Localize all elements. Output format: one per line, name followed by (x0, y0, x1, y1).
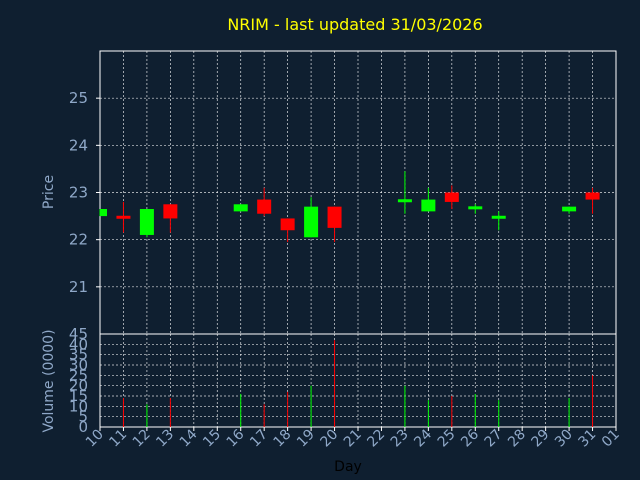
chart-title: NRIM - last updated 31/03/2026 (227, 15, 482, 34)
candle-body (421, 199, 436, 212)
candle-body (139, 209, 154, 235)
x-tick-label: 22 (364, 427, 388, 451)
candle-body (491, 215, 506, 219)
candle-body (468, 206, 483, 210)
x-tick-label: 24 (411, 426, 435, 450)
candle-body (444, 192, 459, 202)
volume-tick-label: 0 (78, 418, 88, 436)
candles (99, 171, 600, 243)
volume-bars (122, 340, 594, 427)
x-tick-label: 21 (341, 427, 365, 451)
x-tick-label: 20 (317, 427, 341, 451)
candle-body (280, 218, 295, 231)
candle-body (116, 215, 131, 219)
x-tick-label: 17 (247, 427, 271, 451)
candle-body (585, 192, 600, 200)
price-tick-label: 23 (69, 184, 88, 202)
candle-body (233, 204, 248, 212)
x-tick-label: 15 (200, 427, 224, 451)
x-tick-label: 01 (599, 427, 623, 451)
volume-tick-label: 45 (69, 325, 88, 343)
price-tick-label: 21 (69, 278, 88, 296)
candle-body (100, 209, 107, 217)
volume-tick-label: 10 (69, 397, 88, 415)
x-tick-label: 30 (552, 427, 576, 451)
volume-tick-label: 20 (69, 377, 88, 395)
candle-body (257, 199, 272, 214)
x-ticks: 10 11 12 13 14 15 16 17 18 19 20 21 22 23 24 25 26 27 28 29… (83, 426, 623, 450)
x-tick-label: 11 (106, 427, 130, 451)
candle-body (327, 206, 342, 228)
price-y-ticks: 21 22 23 24 25 (69, 89, 100, 296)
volume-tick-label: 40 (69, 335, 88, 353)
volume-axis-label: Volume (0000) (41, 329, 57, 432)
x-tick-label: 29 (529, 427, 553, 451)
x-tick-label: 16 (224, 426, 248, 450)
x-tick-label: 13 (153, 427, 177, 451)
price-tick-label: 25 (69, 89, 88, 107)
candle-body (397, 199, 412, 203)
volume-tick-label: 30 (69, 356, 88, 374)
price-grid (100, 51, 616, 334)
x-tick-label: 14 (177, 426, 201, 450)
volume-grid (100, 334, 616, 427)
x-tick-label: 27 (482, 427, 506, 451)
price-axis-label: Price (41, 175, 57, 209)
x-tick-label: 23 (388, 427, 412, 451)
x-tick-label: 28 (505, 427, 529, 451)
x-axis-label: Day (334, 459, 362, 475)
candle-body (562, 206, 577, 212)
volume-tick-label: 15 (69, 387, 88, 405)
x-tick-label: 18 (271, 427, 295, 451)
x-tick-label: 26 (458, 426, 482, 450)
volume-tick-label: 5 (78, 408, 88, 426)
x-tick-label: 19 (294, 427, 318, 451)
price-panel: 21 22 23 24 25 (69, 50, 617, 335)
candle-body (163, 204, 178, 219)
volume-tick-label: 25 (69, 366, 88, 384)
price-tick-label: 22 (69, 231, 88, 249)
candle-body (304, 206, 319, 238)
x-tick-label: 31 (575, 427, 599, 451)
price-tick-label: 24 (69, 136, 88, 154)
x-tick-label: 25 (435, 427, 459, 451)
volume-tick-label: 35 (69, 346, 88, 364)
x-tick-label: 12 (130, 427, 154, 451)
